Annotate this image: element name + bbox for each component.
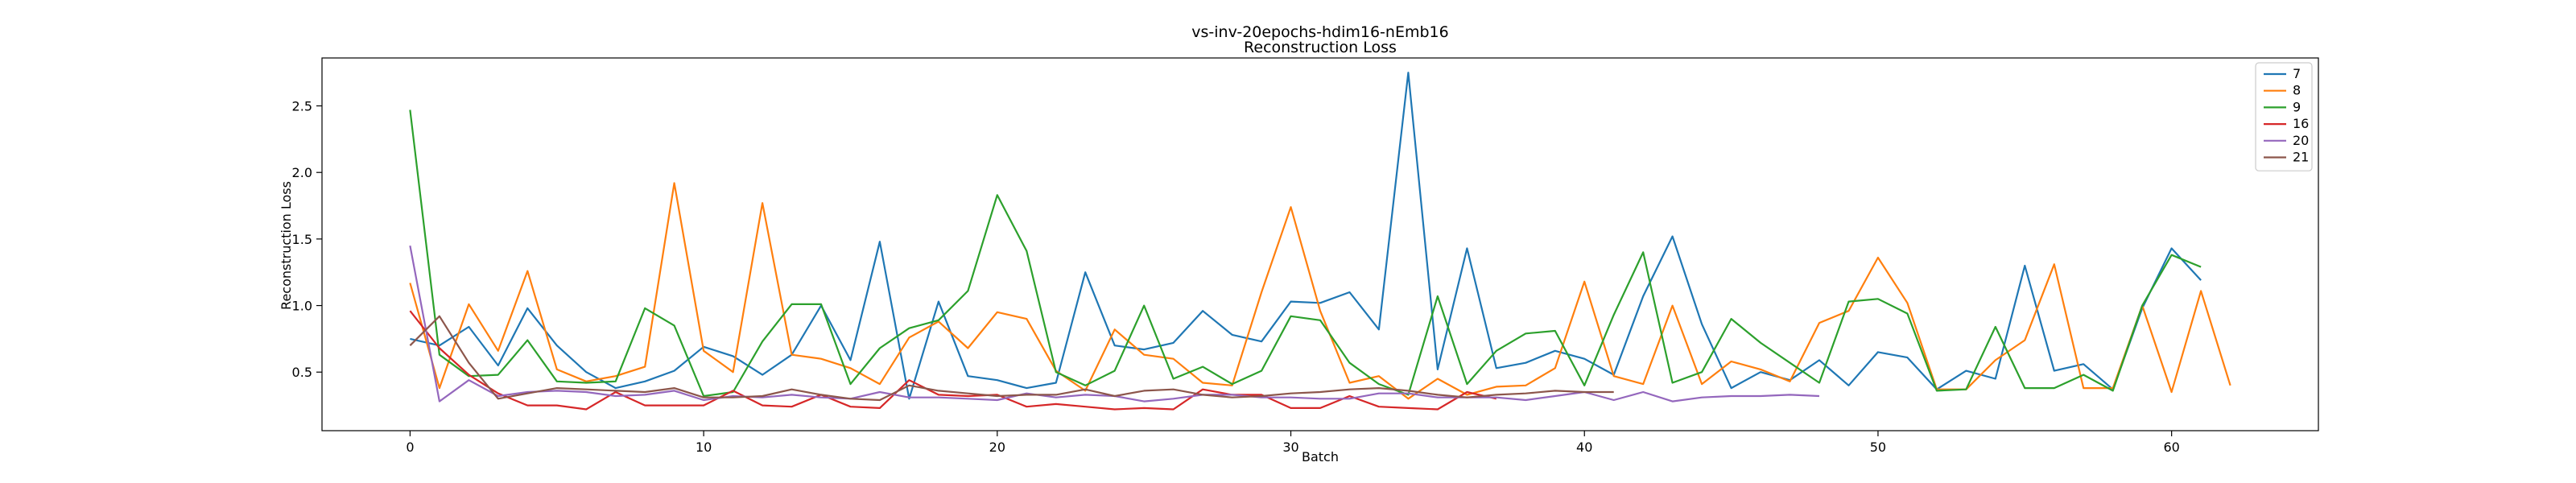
y-axis-label: Reconstruction Loss <box>279 181 294 310</box>
y-tick-label: 1.0 <box>292 299 312 314</box>
legend-label-8: 8 <box>2293 83 2301 98</box>
legend-box <box>2255 62 2313 171</box>
y-tick-label: 2.5 <box>292 99 312 114</box>
legend: 7 89 16 20 21 <box>2255 62 2313 171</box>
plot-lines <box>409 72 2231 411</box>
series-line-20 <box>409 245 1820 402</box>
x-tick-label: 60 <box>2163 440 2179 455</box>
chart-subtitle: Reconstruction Loss <box>1244 39 1397 56</box>
legend-label-20: 20 <box>2293 133 2309 148</box>
x-tick-label: 50 <box>1870 440 1886 455</box>
x-axis-label: Batch <box>1302 449 1339 464</box>
plot-frame <box>321 57 2319 431</box>
series-line-9 <box>409 109 2202 398</box>
x-tick-label: 20 <box>989 440 1005 455</box>
x-tick-label: 40 <box>1576 440 1592 455</box>
legend-label-9: 9 <box>2293 99 2301 114</box>
legend-label-7: 7 <box>2293 66 2301 81</box>
x-tick-label: 0 <box>406 440 414 455</box>
x-tick-label: 10 <box>696 440 712 455</box>
chart-title: vs-inv-20epochs-hdim16-nEmb16 <box>1191 23 1448 41</box>
y-tick-label: 1.5 <box>292 232 312 247</box>
y-tick-label: 2.0 <box>292 165 312 180</box>
series-line-21 <box>409 315 1614 402</box>
series-line-16 <box>409 310 1497 411</box>
series-line-8 <box>409 182 2231 400</box>
x-tick-label: 30 <box>1282 440 1298 455</box>
y-tick-label: 0.5 <box>292 365 312 380</box>
axes: 0 10 20 30 40 50 60 0.5 1.0 1.5 2.0 2.5 <box>292 57 2319 455</box>
series-line-7 <box>410 72 2202 400</box>
legend-label-21: 21 <box>2293 150 2309 165</box>
legend-label-16: 16 <box>2293 116 2309 131</box>
